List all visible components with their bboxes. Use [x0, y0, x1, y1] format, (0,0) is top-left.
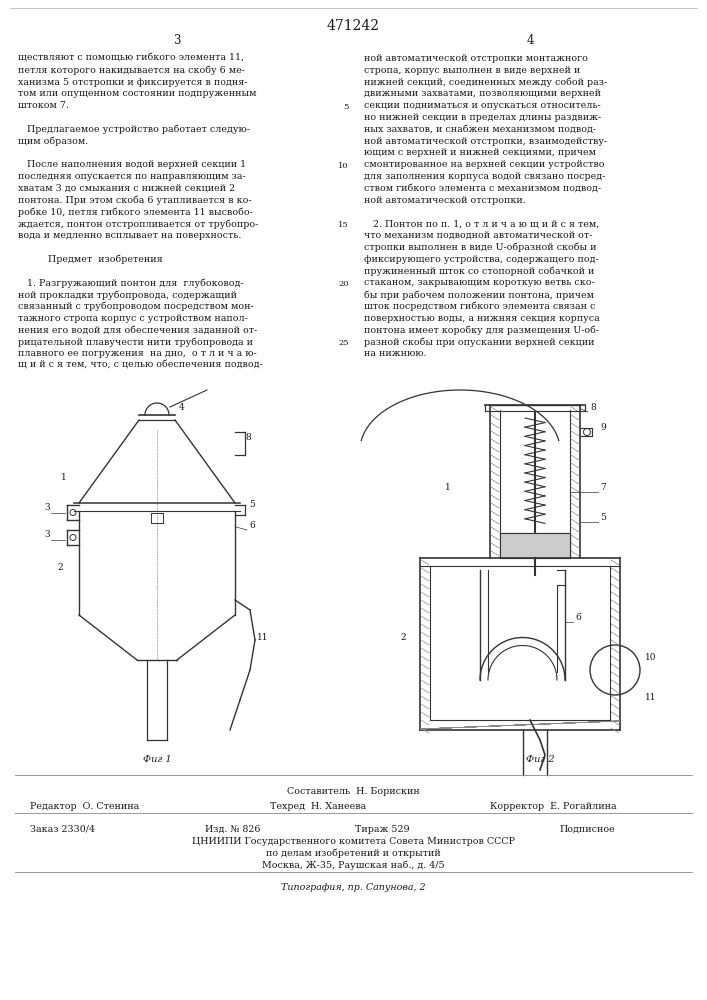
Text: 3: 3: [173, 34, 181, 47]
Text: 10: 10: [645, 653, 657, 662]
Text: хватам 3 до смыкания с нижней секцией 2: хватам 3 до смыкания с нижней секцией 2: [18, 184, 235, 193]
Text: тажного стропа корпус с устройством напол-: тажного стропа корпус с устройством напо…: [18, 314, 248, 323]
Text: секции подниматься и опускаться относитель-: секции подниматься и опускаться относите…: [364, 101, 601, 110]
Text: ЦНИИПИ Государственного комитета Совета Министров СССР: ЦНИИПИ Государственного комитета Совета …: [192, 837, 515, 846]
Text: бы при рабочем положении понтона, причем: бы при рабочем положении понтона, причем: [364, 290, 594, 300]
Text: ющим с верхней и нижней секциями, причем: ющим с верхней и нижней секциями, причем: [364, 148, 596, 157]
Text: робке 10, петля гибкого элемента 11 высвобо-: робке 10, петля гибкого элемента 11 высв…: [18, 207, 253, 217]
Text: стаканом, закрывающим короткую ветвь ско-: стаканом, закрывающим короткую ветвь ско…: [364, 278, 595, 287]
Text: понтона. При этом скоба 6 утапливается в ко-: понтона. При этом скоба 6 утапливается в…: [18, 196, 252, 205]
Text: ной автоматической отстропки монтажного: ной автоматической отстропки монтажного: [364, 54, 588, 63]
Text: 3: 3: [44, 503, 49, 512]
Text: 2: 2: [57, 563, 63, 572]
Text: поверхностью воды, а нижняя секция корпуса: поверхностью воды, а нижняя секция корпу…: [364, 314, 600, 323]
Text: Корректор  Е. Рогайлина: Корректор Е. Рогайлина: [490, 802, 617, 811]
Text: Фиг 1: Фиг 1: [143, 755, 171, 764]
Text: 9: 9: [600, 423, 606, 432]
Text: но нижней секции в пределах длины раздвиж-: но нижней секции в пределах длины раздви…: [364, 113, 601, 122]
Text: 2. Понтон по п. 1, о т л и ч а ю щ и й с я тем,: 2. Понтон по п. 1, о т л и ч а ю щ и й с…: [364, 219, 600, 228]
Text: 5: 5: [249, 500, 255, 509]
Text: Предмет  изобретения: Предмет изобретения: [18, 255, 163, 264]
Text: по делам изобретений и открытий: по делам изобретений и открытий: [266, 849, 440, 858]
Text: Заказ 2330/4: Заказ 2330/4: [30, 825, 95, 834]
Text: для заполнения корпуса водой связано посред-: для заполнения корпуса водой связано пос…: [364, 172, 605, 181]
Text: 6: 6: [575, 613, 580, 622]
Text: Предлагаемое устройство работает следую-: Предлагаемое устройство работает следую-: [18, 125, 250, 134]
Text: 6: 6: [249, 521, 255, 530]
Text: понтона имеет коробку для размещения U-об-: понтона имеет коробку для размещения U-о…: [364, 325, 599, 335]
Text: стропа, корпус выполнен в виде верхней и: стропа, корпус выполнен в виде верхней и: [364, 66, 580, 75]
Text: 11: 11: [645, 693, 657, 702]
Text: последняя опускается по направляющим за-: последняя опускается по направляющим за-: [18, 172, 246, 181]
Text: нижней секций, соединенных между собой раз-: нижней секций, соединенных между собой р…: [364, 78, 607, 87]
Text: 20: 20: [339, 280, 349, 288]
Text: 1: 1: [61, 473, 66, 482]
Text: 8: 8: [590, 403, 596, 412]
Text: ством гибкого элемента с механизмом подвод-: ством гибкого элемента с механизмом подв…: [364, 184, 601, 193]
Text: Подписное: Подписное: [560, 825, 616, 834]
Text: ждается, понтон отстропливается от трубопро-: ждается, понтон отстропливается от трубо…: [18, 219, 258, 229]
Text: 4: 4: [179, 403, 185, 412]
Text: штоком 7.: штоком 7.: [18, 101, 69, 110]
Text: 7: 7: [600, 483, 606, 492]
Text: Москва, Ж-35, Раушская наб., д. 4/5: Москва, Ж-35, Раушская наб., д. 4/5: [262, 861, 444, 870]
Text: нения его водой для обеспечения заданной от-: нения его водой для обеспечения заданной…: [18, 325, 257, 334]
Text: 5: 5: [344, 103, 349, 111]
Polygon shape: [500, 533, 570, 558]
Text: 10: 10: [339, 162, 349, 170]
Text: 471242: 471242: [327, 19, 380, 33]
Text: щим образом.: щим образом.: [18, 137, 88, 146]
Text: 4: 4: [526, 34, 534, 47]
Text: 5: 5: [600, 513, 606, 522]
Text: стропки выполнен в виде U-образной скобы и: стропки выполнен в виде U-образной скобы…: [364, 243, 597, 252]
Text: После наполнения водой верхней секции 1: После наполнения водой верхней секции 1: [18, 160, 246, 169]
Text: что механизм подводной автоматической от-: что механизм подводной автоматической от…: [364, 231, 592, 240]
Text: движными захватами, позволяющими верхней: движными захватами, позволяющими верхней: [364, 89, 601, 98]
Text: ной автоматической отстропки.: ной автоматической отстропки.: [364, 196, 526, 205]
Text: 2: 2: [400, 633, 406, 642]
Text: рицательной плавучести нити трубопровода и: рицательной плавучести нити трубопровода…: [18, 337, 253, 347]
Text: шток посредством гибкого элемента связан с: шток посредством гибкого элемента связан…: [364, 302, 595, 311]
Text: Тираж 529: Тираж 529: [355, 825, 409, 834]
Text: 1. Разгружающий понтон для  глубоковод-: 1. Разгружающий понтон для глубоковод-: [18, 278, 244, 288]
Text: связанный с трубопроводом посредством мон-: связанный с трубопроводом посредством мо…: [18, 302, 254, 311]
Text: 3: 3: [44, 530, 49, 539]
Text: Типография, пр. Сапунова, 2: Типография, пр. Сапунова, 2: [281, 883, 425, 892]
Text: 25: 25: [339, 339, 349, 347]
Text: смонтированное на верхней секции устройство: смонтированное на верхней секции устройс…: [364, 160, 604, 169]
Text: ханизма 5 отстропки и фиксируется в подня-: ханизма 5 отстропки и фиксируется в подн…: [18, 78, 247, 87]
Text: Техред  Н. Ханеева: Техред Н. Ханеева: [270, 802, 366, 811]
Text: вода и медленно всплывает на поверхность.: вода и медленно всплывает на поверхность…: [18, 231, 241, 240]
Text: ных захватов, и снабжен механизмом подвод-: ных захватов, и снабжен механизмом подво…: [364, 125, 596, 134]
Text: Редактор  О. Стенина: Редактор О. Стенина: [30, 802, 139, 811]
Text: 11: 11: [257, 633, 269, 642]
Text: 1: 1: [445, 483, 451, 492]
Text: фиксирующего устройства, содержащего под-: фиксирующего устройства, содержащего под…: [364, 255, 599, 264]
Text: 15: 15: [338, 221, 349, 229]
Text: разной скобы при опускании верхней секции: разной скобы при опускании верхней секци…: [364, 337, 595, 347]
Text: Составитель  Н. Борискин: Составитель Н. Борискин: [286, 787, 419, 796]
Text: плавного ее погружения  на дно,  о т л и ч а ю-: плавного ее погружения на дно, о т л и ч…: [18, 349, 257, 358]
Text: Фиг 2: Фиг 2: [526, 755, 554, 764]
Text: ной прокладки трубопровода, содержащий: ной прокладки трубопровода, содержащий: [18, 290, 237, 300]
Text: ществляют с помощью гибкого элемента 11,: ществляют с помощью гибкого элемента 11,: [18, 54, 244, 63]
Text: петля которого накидывается на скобу 6 ме-: петля которого накидывается на скобу 6 м…: [18, 66, 245, 75]
Text: пружиненный шток со стопорной собачкой и: пружиненный шток со стопорной собачкой и: [364, 266, 595, 276]
Text: ной автоматической отстропки, взаимодейству-: ной автоматической отстропки, взаимодейс…: [364, 137, 607, 146]
Text: на нижнюю.: на нижнюю.: [364, 349, 426, 358]
Text: том или опущенном состоянии подпруженным: том или опущенном состоянии подпруженным: [18, 89, 257, 98]
Text: Изд. № 826: Изд. № 826: [205, 825, 260, 834]
Text: 8: 8: [245, 433, 251, 442]
Text: щ и й с я тем, что, с целью обеспечения подвод-: щ и й с я тем, что, с целью обеспечения …: [18, 361, 263, 370]
